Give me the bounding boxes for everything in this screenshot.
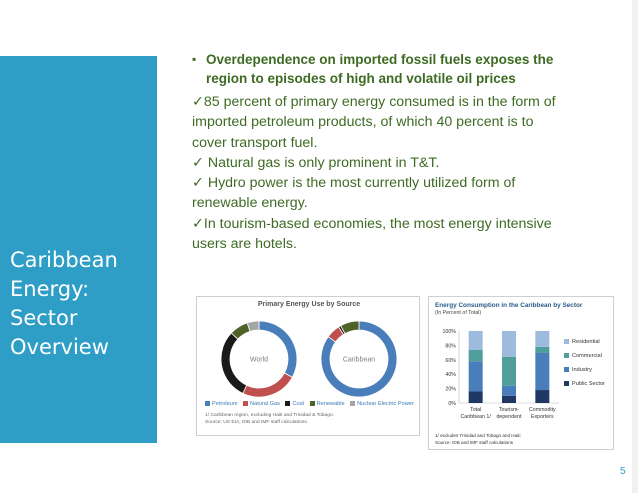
- x-tick-label: Exporters: [531, 414, 554, 420]
- y-tick-label: 60%: [445, 358, 456, 364]
- x-tick-label: Commodity: [529, 407, 556, 413]
- point-line: users are hotels.: [192, 236, 297, 253]
- bar-segment: [502, 356, 516, 386]
- page-number: 5: [620, 466, 626, 477]
- legend-item: Industry: [564, 367, 605, 381]
- legend-item: Petroleum: [205, 401, 238, 407]
- bar-segment: [535, 346, 550, 353]
- chart-note: 1/ excludes Trinidad and Tobago and Hait…: [435, 433, 521, 438]
- donut-center-label: Caribbean: [343, 357, 375, 364]
- donut-slice: [242, 372, 293, 398]
- x-tick-label: Total: [470, 407, 481, 413]
- point-line: cover transport fuel.: [192, 134, 318, 151]
- legend-item: Coal: [285, 401, 304, 407]
- donut-slice: [320, 320, 398, 398]
- point-line: ✓In tourism-based economies, the most en…: [192, 215, 552, 232]
- x-tick-label: dependent: [496, 414, 522, 420]
- chart-note: Source: IDB and IMF staff calculations: [435, 439, 514, 445]
- checkmark-icon: ✓: [192, 215, 204, 232]
- donut-slice: [258, 320, 298, 378]
- chart-title: Primary Energy Use by Source: [257, 301, 361, 308]
- donut-charts: World Caribbean: [220, 320, 398, 398]
- y-tick-label: 40%: [445, 372, 456, 378]
- bar-segment: [535, 352, 550, 391]
- donut-center-label: World: [250, 357, 268, 364]
- headline-line: Overdependence on imported fossil fuels …: [206, 52, 554, 67]
- bar-segment: [468, 391, 483, 403]
- donut-slice: [246, 320, 260, 332]
- legend-swatch: [564, 339, 569, 345]
- slide-title-line: Energy:: [10, 277, 90, 301]
- bar-segment: [535, 331, 550, 347]
- chart-notes: 1/ excludes Trinidad and Tobago and Hait…: [435, 433, 520, 446]
- square-bullet-icon: ▪: [192, 52, 197, 66]
- primary-energy-chart: Primary Energy Use by Source World Caribb…: [196, 296, 420, 436]
- slide-title-line: Sector: [10, 306, 78, 330]
- legend-item: Renewable: [309, 401, 345, 407]
- legend-swatch: [205, 401, 210, 407]
- headline-line: region to episodes of high and volatile …: [206, 71, 516, 86]
- legend-swatch: [243, 401, 249, 407]
- bar-segment: [502, 331, 516, 357]
- legend-item: Commercial: [564, 353, 605, 367]
- slide-title-line: Caribbean: [10, 248, 118, 272]
- legend-item: Nuclear Electric Power: [350, 401, 414, 407]
- point-line: renewable energy.: [192, 195, 308, 212]
- chart-note: Source: US EIA, IDB and IMF staff calcul…: [205, 420, 309, 425]
- y-tick-label: 20%: [445, 387, 456, 393]
- chart-legend: Petroleum Natural Gas Coal Renewable Nuc…: [205, 401, 418, 407]
- legend-swatch: [309, 401, 315, 407]
- bar-segment: [535, 390, 550, 403]
- bar-segment: [468, 361, 483, 392]
- legend-item: Residential: [564, 339, 605, 353]
- chart-subtitle: (In Percent of Total): [435, 310, 482, 316]
- slide-title: Caribbean Energy: Sector Overview: [10, 246, 150, 362]
- point-line: ✓85 percent of primary energy consumed i…: [192, 94, 556, 110]
- sector-consumption-chart: Energy Consumption in the Caribbean by S…: [428, 296, 614, 450]
- point-line: imported petroleum products, of which 40…: [192, 114, 534, 131]
- bar-segment: [468, 331, 483, 350]
- checkmark-icon: ✓: [192, 94, 204, 110]
- bar-segment: [502, 385, 516, 396]
- point-line: ✓ Natural gas is only prominent in T&T.: [192, 154, 440, 171]
- x-tick-label: Caribbean 1/: [460, 414, 491, 420]
- headline-bullet: ▪ Overdependence on imported fossil fuel…: [192, 50, 612, 88]
- title-panel: Caribbean Energy: Sector Overview: [0, 56, 157, 443]
- x-tick-label: Tourism-: [499, 407, 520, 413]
- legend-swatch: [564, 353, 569, 359]
- point-line: ✓ Hydro power is the most currently util…: [192, 175, 516, 192]
- checkmark-icon: ✓: [192, 175, 204, 192]
- y-tick-label: 100%: [442, 329, 456, 335]
- right-edge-strip: [632, 0, 638, 493]
- chart-legend: Residential Commercial Industry Public S…: [564, 339, 605, 395]
- legend-item: Natural Gas: [243, 401, 280, 407]
- donut-slice: [220, 332, 248, 394]
- donut-slice: [340, 320, 360, 335]
- chart-notes: 1/ Caribbean region, excluding Haiti and…: [205, 412, 334, 426]
- chart-title: Energy Consumption in the Caribbean by S…: [435, 302, 583, 309]
- checkmark-icon: ✓: [192, 154, 204, 171]
- legend-swatch: [350, 401, 356, 407]
- y-tick-label: 0%: [448, 401, 456, 407]
- legend-swatch: [564, 381, 569, 387]
- bar-segment: [468, 349, 483, 362]
- legend-swatch: [564, 367, 569, 373]
- bullet-list: ▪ Overdependence on imported fossil fuel…: [192, 50, 612, 254]
- legend-item: Public Sector: [564, 381, 605, 395]
- slide-title-line: Overview: [10, 335, 109, 359]
- bar-segment: [502, 395, 516, 403]
- points-text: ✓85 percent of primary energy consumed i…: [192, 92, 612, 254]
- legend-swatch: [285, 401, 291, 407]
- y-tick-label: 80%: [445, 343, 456, 349]
- chart-note: 1/ Caribbean region, excluding Haiti and…: [205, 413, 335, 418]
